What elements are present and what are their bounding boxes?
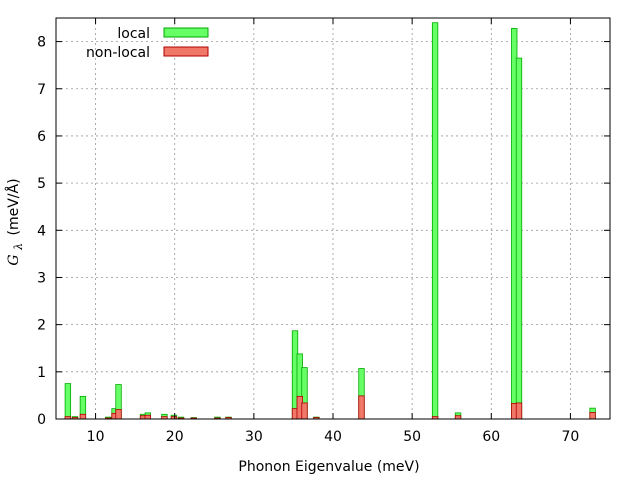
y-tick-label: 6 xyxy=(37,129,46,145)
y-tick-label: 5 xyxy=(37,176,46,192)
x-tick-label: 30 xyxy=(245,429,263,445)
bar-non-local xyxy=(358,395,365,420)
bar-non-local xyxy=(301,402,308,420)
bar-local xyxy=(64,383,72,420)
x-tick-label: 70 xyxy=(562,429,580,445)
bar-non-local xyxy=(79,413,87,420)
x-tick-label: 20 xyxy=(166,429,184,445)
legend-swatch-local xyxy=(163,27,209,38)
axis-ticks: 0 1 2 3 4 5 6 7 8 10 20 30 40 50 60 70 xyxy=(37,18,610,445)
y-tick-label: 0 xyxy=(37,412,46,428)
legend-label-local: local xyxy=(117,26,150,42)
bars xyxy=(64,22,596,420)
y-tick-label: 2 xyxy=(37,318,46,334)
legend-swatch-non-local xyxy=(163,46,209,57)
x-tick-label: 50 xyxy=(403,429,421,445)
y-tick-label: 8 xyxy=(37,35,46,51)
x-tick-label: 10 xyxy=(87,429,105,445)
y-tick-label: 4 xyxy=(37,223,46,239)
y-axis-label: G λ (meV/Å) xyxy=(5,178,26,265)
y-axis-label-subscript: λ xyxy=(12,243,25,251)
bar-local xyxy=(431,22,439,420)
y-tick-label: 1 xyxy=(37,365,46,381)
bar-non-local xyxy=(144,414,151,420)
x-tick-label: 40 xyxy=(324,429,342,445)
x-tick-label: 60 xyxy=(482,429,500,445)
y-axis-label-units: (meV/Å) xyxy=(5,178,22,235)
legend-label-non-local: non-local xyxy=(86,45,150,61)
y-axis-label-symbol: G xyxy=(6,254,22,265)
grid-lines xyxy=(56,18,610,419)
bar-non-local xyxy=(589,411,596,420)
bar-local xyxy=(515,57,523,420)
x-axis-label: Phonon Eigenvalue (meV) xyxy=(238,459,419,475)
legend: local non-local xyxy=(86,26,209,61)
y-tick-label: 7 xyxy=(37,82,46,98)
bar-non-local xyxy=(515,402,523,420)
bar-non-local xyxy=(115,409,122,420)
y-tick-label: 3 xyxy=(37,270,46,286)
